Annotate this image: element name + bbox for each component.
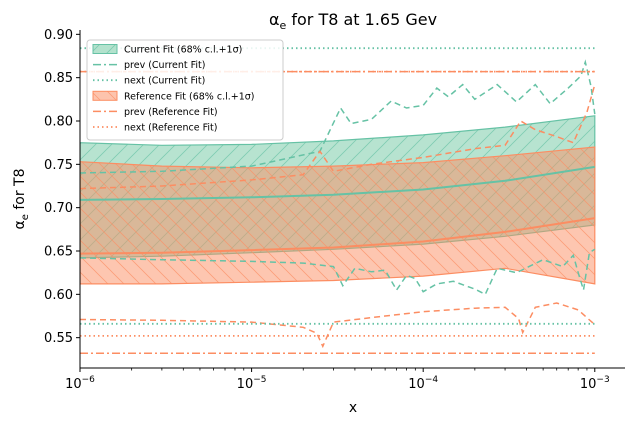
legend-label: Current Fit (68% c.l.+1σ) [124,45,242,56]
x-tick-label: 10−6 [65,375,95,392]
legend-item: next (Reference Fit) [93,123,217,134]
y-tick-label: 0.75 [44,158,73,173]
y-tick-label: 0.60 [44,288,73,303]
legend-box [86,39,284,141]
reference-fit-hatch [80,147,595,284]
x-axis-label: x [349,400,357,416]
current-fit-central-line [80,165,595,201]
y-axis-label: αe for T8 [12,169,31,230]
axes: 0.55 0.60 0.65 0.70 0.75 0.80 0.85 0.90 10−6 10−5… [44,28,625,392]
prev-reference-upper-line [80,84,596,190]
y-tick-label: 0.90 [44,28,73,43]
legend-label: Reference Fit (68% c.l.+1σ) [124,91,255,102]
legend-swatch-hatch [93,44,117,54]
legend: Current Fit (68% c.l.+1σ) prev (Current F… [86,39,284,141]
x-tick-label: 10−5 [237,375,267,392]
y-tick-label: 0.65 [44,245,73,260]
legend-label: prev (Current Fit) [124,60,205,71]
reference-fit-central-line [80,217,595,255]
chart-title: αe for T8 at 1.65 Gev [269,10,437,32]
prev-current-lower-line [80,248,596,296]
legend-item: next (Current Fit) [93,76,205,87]
y-tick-label: 0.55 [44,331,73,346]
legend-item: prev (Reference Fit) [93,107,218,118]
plot-area [80,47,596,355]
x-tick-label: 10−4 [408,375,438,392]
x-tick-label: 10−3 [580,375,610,392]
y-tick-label: 0.80 [44,115,73,130]
y-tick-label: 0.70 [44,201,73,216]
legend-item: Current Fit (68% c.l.+1σ) [92,44,242,56]
legend-label: next (Reference Fit) [124,123,217,134]
legend-label: next (Current Fit) [124,76,205,87]
y-tick-label: 0.85 [44,71,73,86]
legend-swatch-hatch [93,91,117,101]
prev-current-upper-line [80,59,596,174]
legend-item: prev (Current Fit) [93,60,205,71]
legend-item: Reference Fit (68% c.l.+1σ) [92,90,255,102]
legend-label: prev (Reference Fit) [124,107,218,118]
